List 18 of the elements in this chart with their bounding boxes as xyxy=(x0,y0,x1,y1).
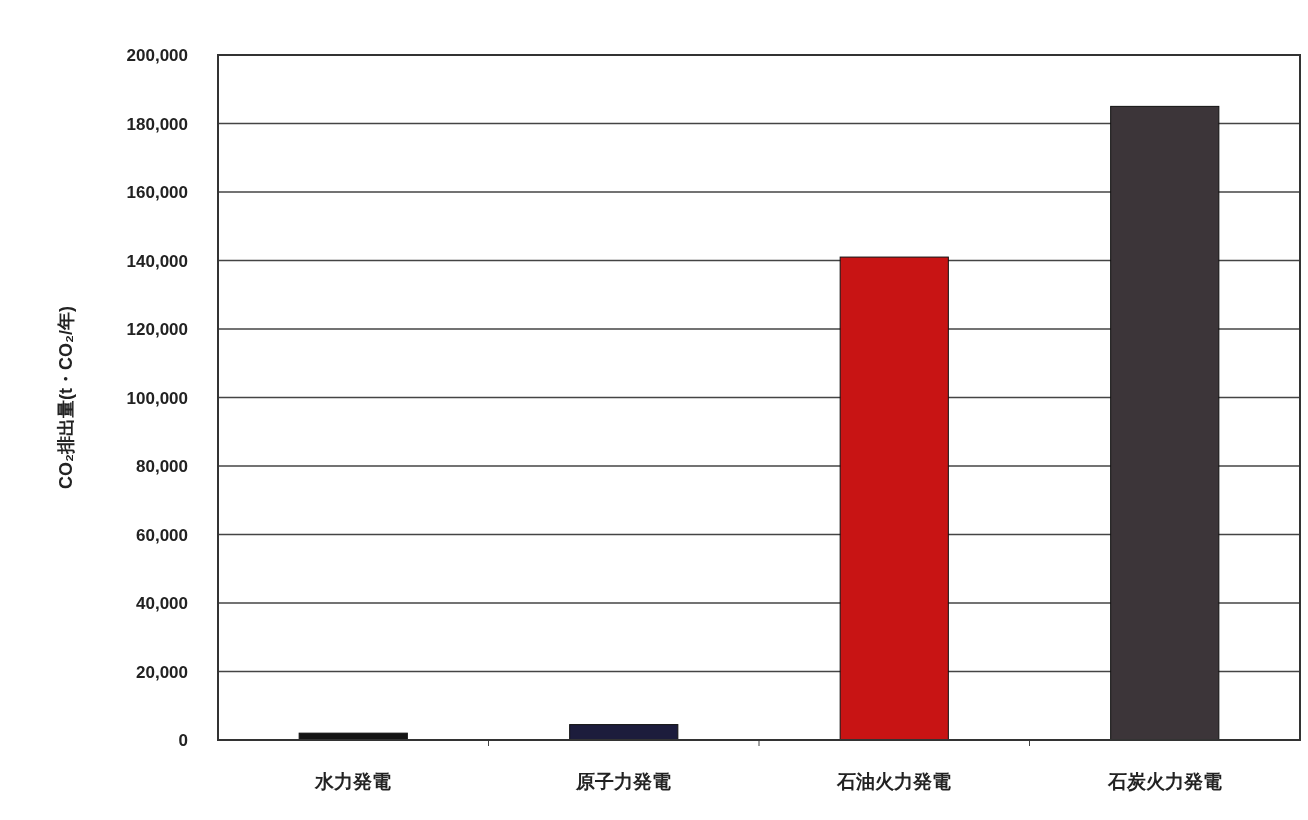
y-tick-label: 60,000 xyxy=(136,525,188,545)
y-tick-label: 80,000 xyxy=(136,457,188,476)
y-tick-label: 0 xyxy=(178,731,188,750)
y-tick-label: 40,000 xyxy=(136,594,188,613)
y-tick-label: 120,000 xyxy=(126,320,188,339)
x-tick-label: 原子力発電 xyxy=(575,771,672,792)
y-tick-label: 160,000 xyxy=(126,183,188,202)
y-tick-label: 100,000 xyxy=(126,388,188,408)
bar xyxy=(839,256,949,741)
x-tick-label: 石油火力発電 xyxy=(836,771,952,792)
x-tick-label: 石炭火力発電 xyxy=(1106,771,1222,792)
bar xyxy=(569,724,679,741)
y-tick-label: 140,000 xyxy=(126,251,188,271)
x-tick-label: 水力発電 xyxy=(314,771,392,792)
y-tick-label: 180,000 xyxy=(126,114,188,134)
y-tick-label: 200,000 xyxy=(126,46,188,65)
y-axis-title: CO₂排出量(t・CO₂/年) xyxy=(56,306,76,489)
y-tick-label: 20,000 xyxy=(136,662,188,682)
